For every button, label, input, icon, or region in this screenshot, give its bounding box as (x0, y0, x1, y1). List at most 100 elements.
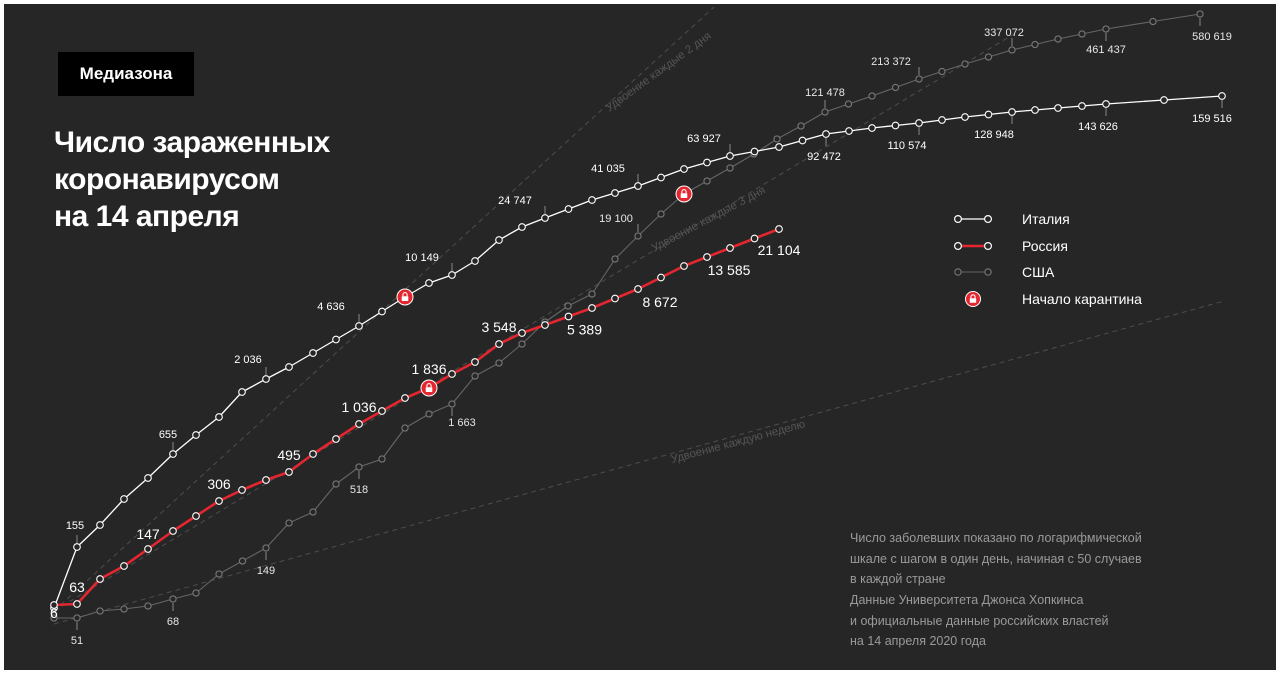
data-point-usa (634, 232, 642, 240)
data-point-italy (1054, 104, 1062, 112)
data-point-usa (868, 92, 876, 100)
data-label-russia: 495 (277, 447, 301, 463)
data-label-italy: 110 574 (888, 140, 927, 152)
data-point-russia (750, 234, 759, 243)
data-label-russia: 63 (69, 579, 85, 595)
data-point-italy (634, 182, 642, 190)
data-label-russia: 8 672 (642, 294, 677, 310)
legend-swatch-usa (954, 268, 992, 277)
data-point-russia (355, 420, 363, 428)
data-point-usa (961, 60, 969, 68)
data-point-usa (425, 410, 433, 418)
data-point-usa (1196, 10, 1204, 18)
data-point-italy (1078, 102, 1086, 110)
data-point-italy (680, 165, 688, 173)
data-point-usa (1008, 46, 1016, 54)
legend-swatch-italy (954, 215, 992, 224)
data-label-usa: 149 (257, 565, 275, 577)
data-label-italy: 143 626 (1078, 121, 1118, 133)
brand-logo: Медиазона (58, 52, 194, 96)
data-point-italy (726, 152, 734, 160)
doubling-guide-label: Удвоение каждую неделю (670, 418, 807, 466)
data-point-italy (891, 121, 900, 130)
data-point-italy (657, 173, 665, 182)
note-line: Данные Университета Джонса Хопкинса (850, 593, 1084, 607)
legend-label: Россия (1022, 237, 1068, 254)
data-label-russia: 5 389 (567, 322, 602, 338)
data-point-usa (238, 557, 247, 565)
data-label-italy: 655 (159, 429, 177, 441)
data-point-italy (238, 388, 246, 396)
legend-label: Начало карантина (1022, 290, 1142, 307)
data-point-usa (215, 570, 223, 578)
data-point-italy (798, 136, 807, 145)
note-line: в каждой стране (850, 572, 946, 586)
data-point-russia (238, 486, 246, 494)
data-point-italy (750, 147, 759, 156)
data-point-russia (169, 527, 177, 535)
data-point-italy (1031, 106, 1039, 114)
data-point-usa (401, 424, 409, 432)
note-line: Число заболевших показано по логарифмиче… (850, 531, 1142, 545)
data-point-usa (1102, 25, 1110, 33)
data-point-usa (262, 544, 270, 552)
data-point-usa (50, 614, 58, 622)
data-label-italy: 41 035 (591, 163, 625, 175)
legend-item-lockdown: Начало карантина (954, 286, 1142, 313)
data-point-italy (703, 158, 711, 167)
data-point-italy (355, 322, 363, 330)
data-point-russia (588, 304, 596, 312)
data-point-usa (192, 589, 200, 597)
data-label-italy: 155 (66, 520, 84, 532)
lock-icon-body (680, 193, 688, 198)
data-label-usa: 121 478 (805, 87, 845, 99)
data-point-russia (120, 562, 128, 570)
data-label-usa: 1 663 (448, 417, 476, 429)
data-point-italy (868, 124, 876, 132)
data-point-russia (657, 273, 665, 282)
data-point-italy (564, 205, 573, 213)
data-point-russia (518, 329, 526, 337)
data-point-italy (309, 349, 317, 357)
legend-item-russia: Россия (954, 233, 1142, 260)
data-point-italy (611, 189, 619, 197)
data-point-italy (215, 413, 223, 421)
data-label-usa: 68 (167, 616, 179, 628)
data-point-italy (984, 110, 993, 119)
data-label-italy: 63 927 (687, 133, 721, 145)
legend-swatch-russia (954, 241, 992, 250)
series-line-italy (53, 95, 1223, 609)
lock-icon-body (425, 387, 433, 392)
data-point-russia (726, 244, 734, 252)
data-point-usa (120, 605, 128, 613)
data-point-italy (495, 236, 503, 244)
data-point-italy (518, 223, 526, 231)
data-point-russia (471, 358, 479, 366)
data-point-italy (1008, 108, 1016, 116)
data-label-usa: 51 (71, 635, 83, 647)
data-point-italy (144, 474, 152, 482)
data-point-russia (378, 407, 386, 415)
series-line-usa (54, 13, 1201, 619)
data-label-italy: 10 149 (405, 252, 439, 264)
data-point-usa (378, 455, 386, 463)
source-note: Данные Университета Джонса Хопкинса и оф… (850, 590, 1190, 652)
data-label-italy: 159 516 (1192, 113, 1232, 125)
data-point-russia (775, 225, 783, 233)
legend-item-italy: Италия (954, 206, 1142, 233)
data-point-italy (332, 335, 340, 344)
data-point-usa (309, 508, 317, 516)
data-point-italy (938, 116, 946, 124)
data-point-italy (448, 271, 456, 279)
data-point-usa (611, 255, 619, 263)
data-label-russia: 1 036 (341, 399, 376, 415)
data-point-usa (588, 290, 596, 298)
data-label-russia: 6 (50, 605, 58, 621)
doubling-guide-label: Удвоение каждые 2 дня (604, 30, 714, 114)
data-point-usa (285, 519, 293, 527)
data-label-usa: 461 437 (1086, 44, 1126, 56)
data-point-usa (96, 607, 104, 615)
legend-label: Италия (1022, 211, 1070, 228)
data-point-usa (564, 302, 572, 310)
title-line: на 14 апреля (54, 200, 240, 233)
